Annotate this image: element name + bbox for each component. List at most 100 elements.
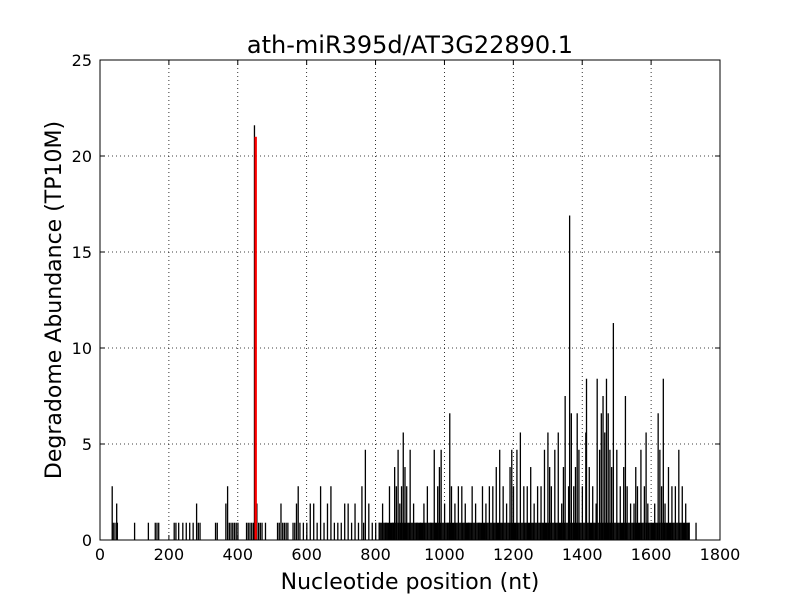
bar-baseline: [523, 522, 525, 540]
bar: [523, 486, 525, 540]
bar: [309, 503, 311, 540]
bar: [116, 522, 119, 540]
bar: [660, 486, 663, 540]
bar-baseline: [666, 522, 668, 540]
bar-baseline: [491, 522, 493, 540]
bar-baseline: [680, 522, 682, 540]
bar-baseline: [643, 522, 645, 540]
bar-baseline: [561, 522, 563, 540]
bar-baseline: [581, 522, 583, 540]
bar: [257, 522, 260, 540]
bar-baseline: [506, 522, 508, 540]
bar-baseline: [386, 522, 388, 540]
bar-baseline: [415, 522, 417, 540]
x-tick-label: 200: [154, 545, 185, 564]
bar-baseline: [665, 522, 667, 540]
bar: [344, 503, 346, 540]
bar-baseline: [606, 522, 609, 540]
bar: [402, 432, 404, 540]
bar: [278, 522, 280, 540]
bar: [306, 522, 308, 540]
bar-baseline: [557, 522, 559, 540]
bar-baseline: [529, 522, 531, 540]
bar: [232, 522, 234, 540]
bar-baseline: [388, 522, 391, 540]
bar-baseline: [436, 522, 438, 540]
bar: [192, 522, 194, 540]
bar-baseline: [403, 522, 405, 540]
bar-baseline: [678, 522, 680, 540]
bar: [280, 503, 282, 540]
bar: [605, 378, 608, 540]
bar: [604, 432, 606, 540]
bar-baseline: [417, 522, 419, 540]
bar-baseline: [568, 522, 570, 540]
bar: [657, 413, 659, 540]
bar-baseline: [614, 522, 616, 540]
bar-baseline: [406, 522, 408, 540]
bar-baseline: [640, 522, 642, 540]
bar-baseline: [407, 522, 409, 540]
bar: [259, 522, 261, 540]
bar-baseline: [596, 522, 598, 540]
bar-baseline: [482, 522, 485, 540]
bar: [225, 503, 227, 540]
bar-baseline: [479, 522, 481, 540]
bar-baseline: [492, 522, 494, 540]
bar: [443, 503, 446, 540]
bar: [540, 486, 542, 540]
bar: [647, 503, 649, 540]
bar: [426, 486, 429, 540]
bar: [543, 449, 546, 540]
bar-baseline: [474, 522, 476, 540]
bar: [399, 503, 401, 540]
bar-baseline: [535, 522, 537, 540]
bar: [654, 503, 656, 540]
bar-baseline: [573, 522, 575, 540]
bar-baseline: [603, 522, 605, 540]
bar-baseline: [379, 522, 381, 540]
bar: [635, 467, 637, 540]
bar: [178, 522, 180, 540]
bar-baseline: [414, 522, 416, 540]
bar-baseline: [387, 522, 389, 540]
bar-baseline: [510, 522, 512, 540]
bar-baseline: [501, 522, 503, 540]
bar-baseline: [423, 522, 425, 540]
bar-baseline: [616, 522, 618, 540]
bar-baseline: [521, 522, 523, 540]
bar-baseline: [402, 522, 404, 540]
bar-baseline: [456, 522, 458, 540]
bar: [533, 503, 535, 540]
bar-baseline: [477, 522, 479, 540]
bar: [423, 503, 425, 540]
bar-baseline: [622, 522, 624, 540]
bar: [568, 215, 571, 540]
bar-baseline: [553, 522, 555, 540]
bar-baseline: [383, 522, 385, 540]
bar: [457, 486, 460, 540]
bar-baseline: [630, 522, 632, 540]
bar-baseline: [636, 522, 639, 540]
bar-baseline: [589, 522, 591, 540]
bar-baseline: [623, 522, 625, 540]
bar-baseline: [577, 522, 579, 540]
bar-baseline: [578, 522, 580, 540]
y-tick-label: 25: [72, 51, 92, 70]
bar: [340, 522, 342, 540]
bar: [116, 503, 118, 540]
bar: [371, 522, 373, 540]
bar-baseline: [398, 522, 400, 540]
bar: [313, 503, 315, 540]
bar-baseline: [688, 522, 690, 540]
bar: [133, 522, 136, 540]
bar-baseline: [526, 522, 528, 540]
bar-baseline: [615, 522, 617, 540]
bar: [549, 467, 551, 540]
bar-baseline: [664, 522, 666, 540]
bar: [578, 449, 580, 540]
bar-baseline: [437, 522, 439, 540]
bar: [295, 503, 298, 540]
bar-baseline: [531, 522, 533, 540]
bar: [395, 486, 398, 540]
